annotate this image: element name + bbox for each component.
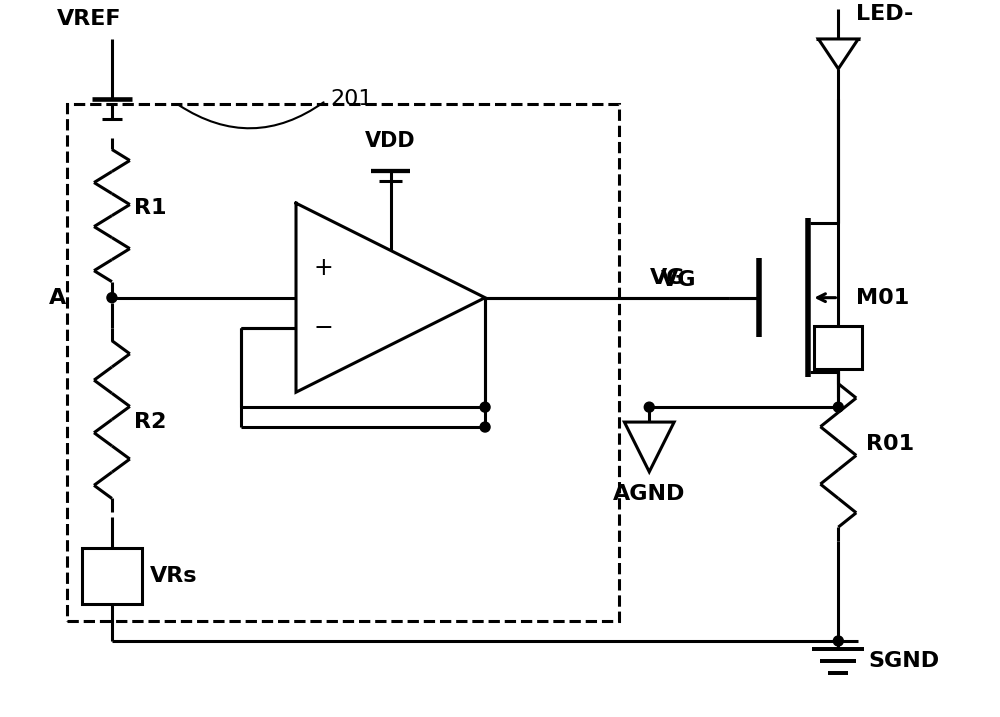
Bar: [67, 104, 619, 621]
Text: R2: R2: [134, 412, 166, 432]
Text: −: −: [314, 315, 334, 340]
Circle shape: [833, 636, 843, 646]
Text: AGND: AGND: [613, 484, 685, 504]
Text: VRs: VRs: [150, 566, 197, 587]
Circle shape: [833, 402, 843, 412]
Text: +: +: [314, 256, 334, 280]
Polygon shape: [818, 39, 858, 69]
Circle shape: [480, 402, 490, 412]
Text: VREF: VREF: [57, 9, 122, 29]
Text: M01: M01: [856, 288, 909, 308]
Text: SGND: SGND: [868, 651, 939, 671]
Text: A: A: [49, 288, 66, 308]
Bar: [814, 326, 862, 369]
Circle shape: [107, 293, 117, 303]
Text: R01: R01: [866, 435, 914, 455]
Text: VG: VG: [661, 270, 697, 290]
Bar: [82, 549, 142, 604]
Text: LED-: LED-: [856, 4, 914, 24]
Circle shape: [644, 402, 654, 412]
Text: VG: VG: [650, 267, 685, 288]
Text: 201: 201: [331, 89, 373, 109]
Text: VDD: VDD: [365, 131, 416, 151]
Text: R1: R1: [134, 198, 166, 218]
Circle shape: [480, 422, 490, 432]
Polygon shape: [624, 422, 674, 472]
